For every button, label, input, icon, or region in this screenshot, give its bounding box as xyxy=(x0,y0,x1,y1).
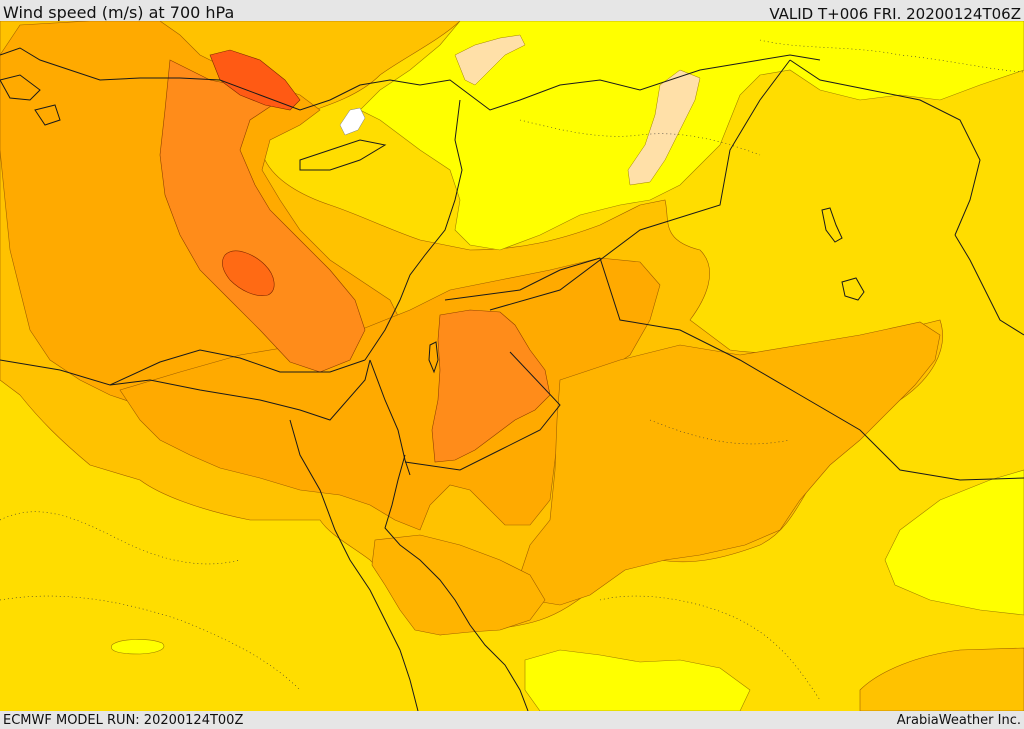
field-yellow-southeast xyxy=(884,469,1024,616)
field-peach-streak-2 xyxy=(454,34,526,86)
coast-cyprus xyxy=(299,139,387,171)
border-jordan xyxy=(404,257,601,471)
footer-bar: ECMWF MODEL RUN: 20200124T00Z ArabiaWeat… xyxy=(0,711,1024,729)
dotted-contours xyxy=(0,39,1024,701)
coast-levant xyxy=(364,99,463,361)
wind-speed-map xyxy=(0,21,1024,711)
field-yellow-southwest-patch xyxy=(111,639,165,655)
border-egypt-israel xyxy=(369,359,411,476)
coast-gulf xyxy=(954,234,1024,336)
valid-time: VALID T+006 FRI. 20200124T06Z xyxy=(769,5,1021,23)
field-south-redsea xyxy=(371,534,546,636)
field-core-north-streak xyxy=(209,49,301,111)
border-iraq-iran xyxy=(789,59,981,236)
field-core-west xyxy=(159,59,366,373)
coastlines-and-borders xyxy=(0,47,1024,711)
field-yellow-south xyxy=(524,649,751,711)
lake-tharthar xyxy=(821,207,843,243)
lake-razzaza xyxy=(841,277,865,301)
field-peach-streak-1 xyxy=(627,69,701,186)
map-title: Wind speed (m/s) at 700 hPa xyxy=(3,3,235,22)
contour-dotted-4 xyxy=(759,39,1024,73)
credit-label: ArabiaWeather Inc. xyxy=(896,713,1021,728)
field-core-west-patch xyxy=(221,250,275,296)
field-core-levant xyxy=(431,309,551,463)
field-east-corner xyxy=(859,647,1024,711)
coast-sinai-redsea-west xyxy=(289,419,419,711)
coast-egypt-north xyxy=(0,349,366,386)
header-bar: Wind speed (m/s) at 700 hPa VALID T+006 … xyxy=(0,0,1024,23)
border-egypt-sudan xyxy=(109,359,371,421)
border-iraq-saudi xyxy=(599,257,1024,481)
field-white-patch xyxy=(339,107,366,136)
border-syria-iraq xyxy=(489,59,791,311)
dead-sea xyxy=(428,341,439,374)
coast-aegean-islands xyxy=(0,74,61,126)
model-run-label: ECMWF MODEL RUN: 20200124T00Z xyxy=(3,713,244,728)
field-tongue-southeast xyxy=(519,321,941,606)
field-yellow-north xyxy=(359,21,1024,251)
coast-turkey xyxy=(0,47,821,111)
field-region-central xyxy=(119,257,661,531)
coast-sinai-redsea-east xyxy=(384,454,529,711)
